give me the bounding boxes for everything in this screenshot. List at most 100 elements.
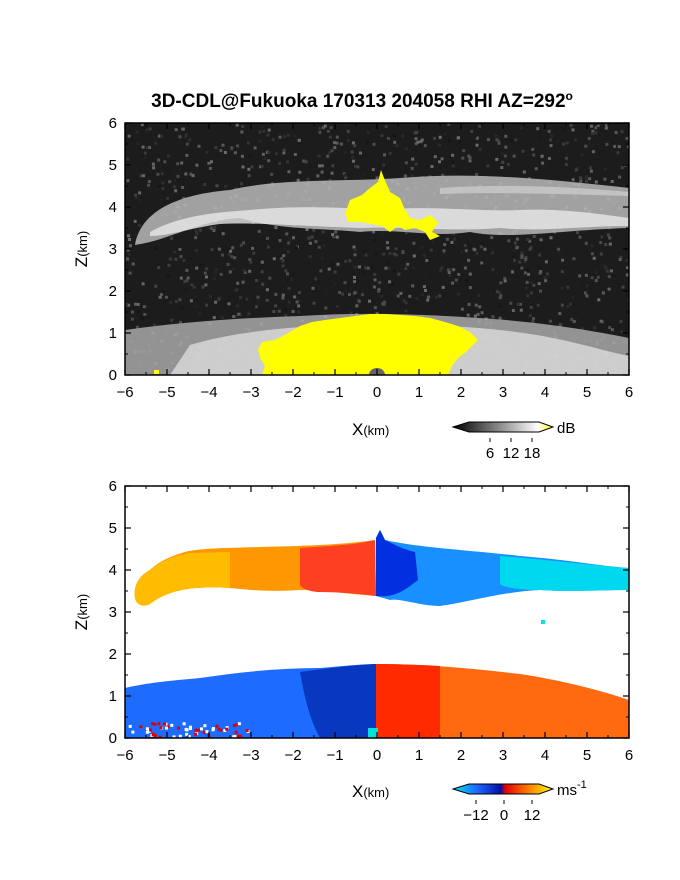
noise-speck	[591, 129, 595, 133]
noise-speck	[519, 308, 523, 312]
noise-speck	[217, 247, 221, 251]
noise-speck	[167, 171, 171, 175]
noise-speck	[344, 176, 348, 180]
noise-speck	[241, 125, 245, 128]
noise-speck	[468, 272, 472, 276]
upper-layer-red-core	[300, 540, 376, 596]
noise-speck	[353, 248, 357, 252]
noise-speck	[564, 251, 568, 255]
noise-speck	[160, 172, 164, 176]
velocity-speck	[219, 728, 223, 732]
noise-speck	[566, 285, 570, 289]
noise-speck	[297, 310, 301, 314]
noise-speck	[255, 279, 258, 283]
noise-speck	[433, 136, 437, 140]
noise-speck	[328, 151, 331, 155]
noise-speck	[565, 141, 569, 145]
noise-speck	[439, 268, 443, 272]
noise-speck	[156, 172, 160, 176]
noise-speck	[336, 262, 340, 266]
noise-speck	[396, 294, 400, 298]
noise-speck	[491, 251, 495, 255]
noise-speck	[594, 131, 598, 135]
noise-speck	[626, 266, 629, 270]
noise-speck	[364, 253, 368, 257]
noise-speck	[358, 265, 361, 269]
colorbar-tick-label: −12	[463, 807, 488, 824]
noise-speck	[127, 303, 131, 307]
noise-speck	[457, 136, 460, 140]
noise-speck	[346, 129, 350, 133]
noise-speck	[346, 138, 350, 142]
noise-speck	[473, 314, 477, 318]
velocity-speck	[236, 734, 240, 738]
noise-speck	[364, 266, 367, 270]
noise-speck	[194, 228, 198, 232]
noise-speck	[253, 146, 257, 150]
noise-speck	[333, 146, 337, 150]
noise-speck	[596, 275, 600, 279]
noise-speck	[508, 277, 512, 281]
noise-speck	[220, 253, 224, 257]
noise-speck	[197, 144, 201, 148]
noise-speck	[297, 299, 301, 303]
noise-speck	[335, 135, 339, 139]
velocity-speck	[131, 730, 135, 734]
noise-speck	[385, 167, 389, 170]
noise-speck	[423, 144, 427, 148]
noise-speck	[281, 259, 285, 262]
ground-echo	[154, 370, 159, 374]
noise-speck	[179, 320, 182, 324]
noise-speck	[321, 126, 325, 130]
noise-speck	[589, 169, 593, 173]
noise-speck	[516, 302, 520, 306]
noise-speck	[220, 315, 224, 319]
noise-speck	[134, 295, 138, 299]
noise-speck	[440, 157, 444, 161]
noise-speck	[323, 124, 327, 128]
noise-speck	[282, 148, 286, 152]
noise-speck	[451, 153, 455, 157]
noise-speck	[585, 284, 589, 288]
x-tick-label: −5	[158, 747, 175, 764]
upper-layer-top-streak	[440, 185, 629, 196]
noise-speck	[137, 198, 141, 202]
noise-speck	[520, 253, 524, 257]
noise-speck	[605, 142, 609, 146]
noise-speck	[475, 173, 479, 177]
noise-speck	[373, 272, 377, 276]
noise-speck	[226, 262, 230, 266]
noise-speck	[500, 239, 504, 242]
noise-speck	[348, 259, 352, 263]
noise-speck	[404, 161, 408, 165]
velocity-speck	[203, 724, 207, 728]
noise-speck	[256, 306, 260, 310]
noise-speck	[618, 175, 622, 179]
noise-speck	[591, 126, 594, 130]
noise-speck	[307, 169, 311, 173]
noise-speck	[375, 176, 379, 180]
noise-speck	[185, 268, 189, 272]
noise-speck	[451, 164, 455, 168]
x-tick-label: −6	[116, 747, 133, 764]
noise-speck	[371, 128, 375, 131]
velocity-speck	[185, 728, 189, 732]
noise-speck	[293, 134, 297, 138]
noise-speck	[570, 318, 574, 321]
noise-speck	[172, 178, 176, 182]
x-tick-label: −2	[284, 384, 301, 401]
noise-speck	[477, 294, 481, 297]
noise-speck	[532, 283, 536, 287]
noise-speck	[610, 180, 614, 183]
noise-speck	[181, 186, 185, 189]
noise-speck	[373, 278, 377, 282]
noise-speck	[608, 326, 612, 330]
noise-speck	[438, 171, 442, 175]
noise-speck	[500, 152, 504, 156]
noise-speck	[316, 174, 320, 178]
noise-speck	[572, 237, 576, 240]
noise-speck	[397, 272, 401, 276]
noise-speck	[154, 141, 158, 145]
noise-speck	[326, 129, 330, 133]
noise-speck	[527, 272, 530, 276]
